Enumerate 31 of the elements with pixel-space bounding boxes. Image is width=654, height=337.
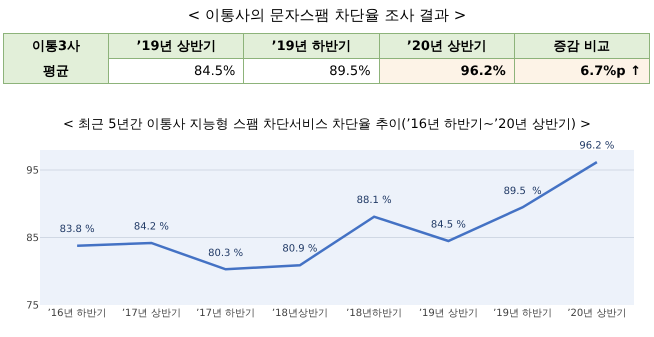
x-tick-label: ’17년 하반기: [196, 308, 256, 319]
text: < 이통사의 문자스팸 차단율 조사 결과 >: [186, 5, 468, 26]
x-tick-label: ’19년 하반기: [493, 308, 552, 319]
text: ’19년 상반기: [108, 34, 244, 58]
data-label: 84.5 %: [430, 219, 466, 230]
chart-title: < 최근 5년간 이통사 지능형 스팸 차단서비스 차단율 추이(’16년 하반기~’20년 상반기) >: [63, 116, 591, 132]
y-tick-label: 75: [26, 300, 39, 312]
x-tick-label: ’18년하반기: [346, 308, 402, 319]
x-tick-label: ’18년상반기: [272, 308, 328, 319]
y-tick-label: 85: [26, 233, 39, 244]
text: 평균: [4, 58, 109, 84]
text: 증감 비교: [514, 34, 650, 58]
x-tick-label: ’16년 하반기: [48, 308, 107, 319]
text: 6.7%p ↑: [514, 58, 650, 84]
data-label: 96.2 %: [579, 140, 614, 152]
data-label: 80.3 %: [208, 248, 244, 259]
x-tick-label: ’17년 상반기: [122, 308, 181, 319]
x-tick-label: ’20년 상반기: [567, 308, 626, 319]
data-label: 83.8 %: [60, 224, 95, 236]
data-label: 89.5 %: [504, 186, 542, 197]
text: 이통3사: [4, 34, 109, 58]
text: 96.2%: [379, 58, 514, 84]
text: 89.5%: [244, 58, 380, 84]
text: 84.5%: [108, 58, 244, 84]
text: ’20년 상반기: [379, 34, 514, 58]
data-label: 88.1 %: [356, 195, 392, 206]
data-label: 80.9 %: [282, 244, 318, 255]
y-tick-label: 95: [26, 166, 39, 177]
x-tick-label: ’19년 상반기: [418, 308, 478, 319]
text: ’19년 하반기: [244, 34, 380, 58]
data-label: 84.2 %: [134, 222, 169, 232]
